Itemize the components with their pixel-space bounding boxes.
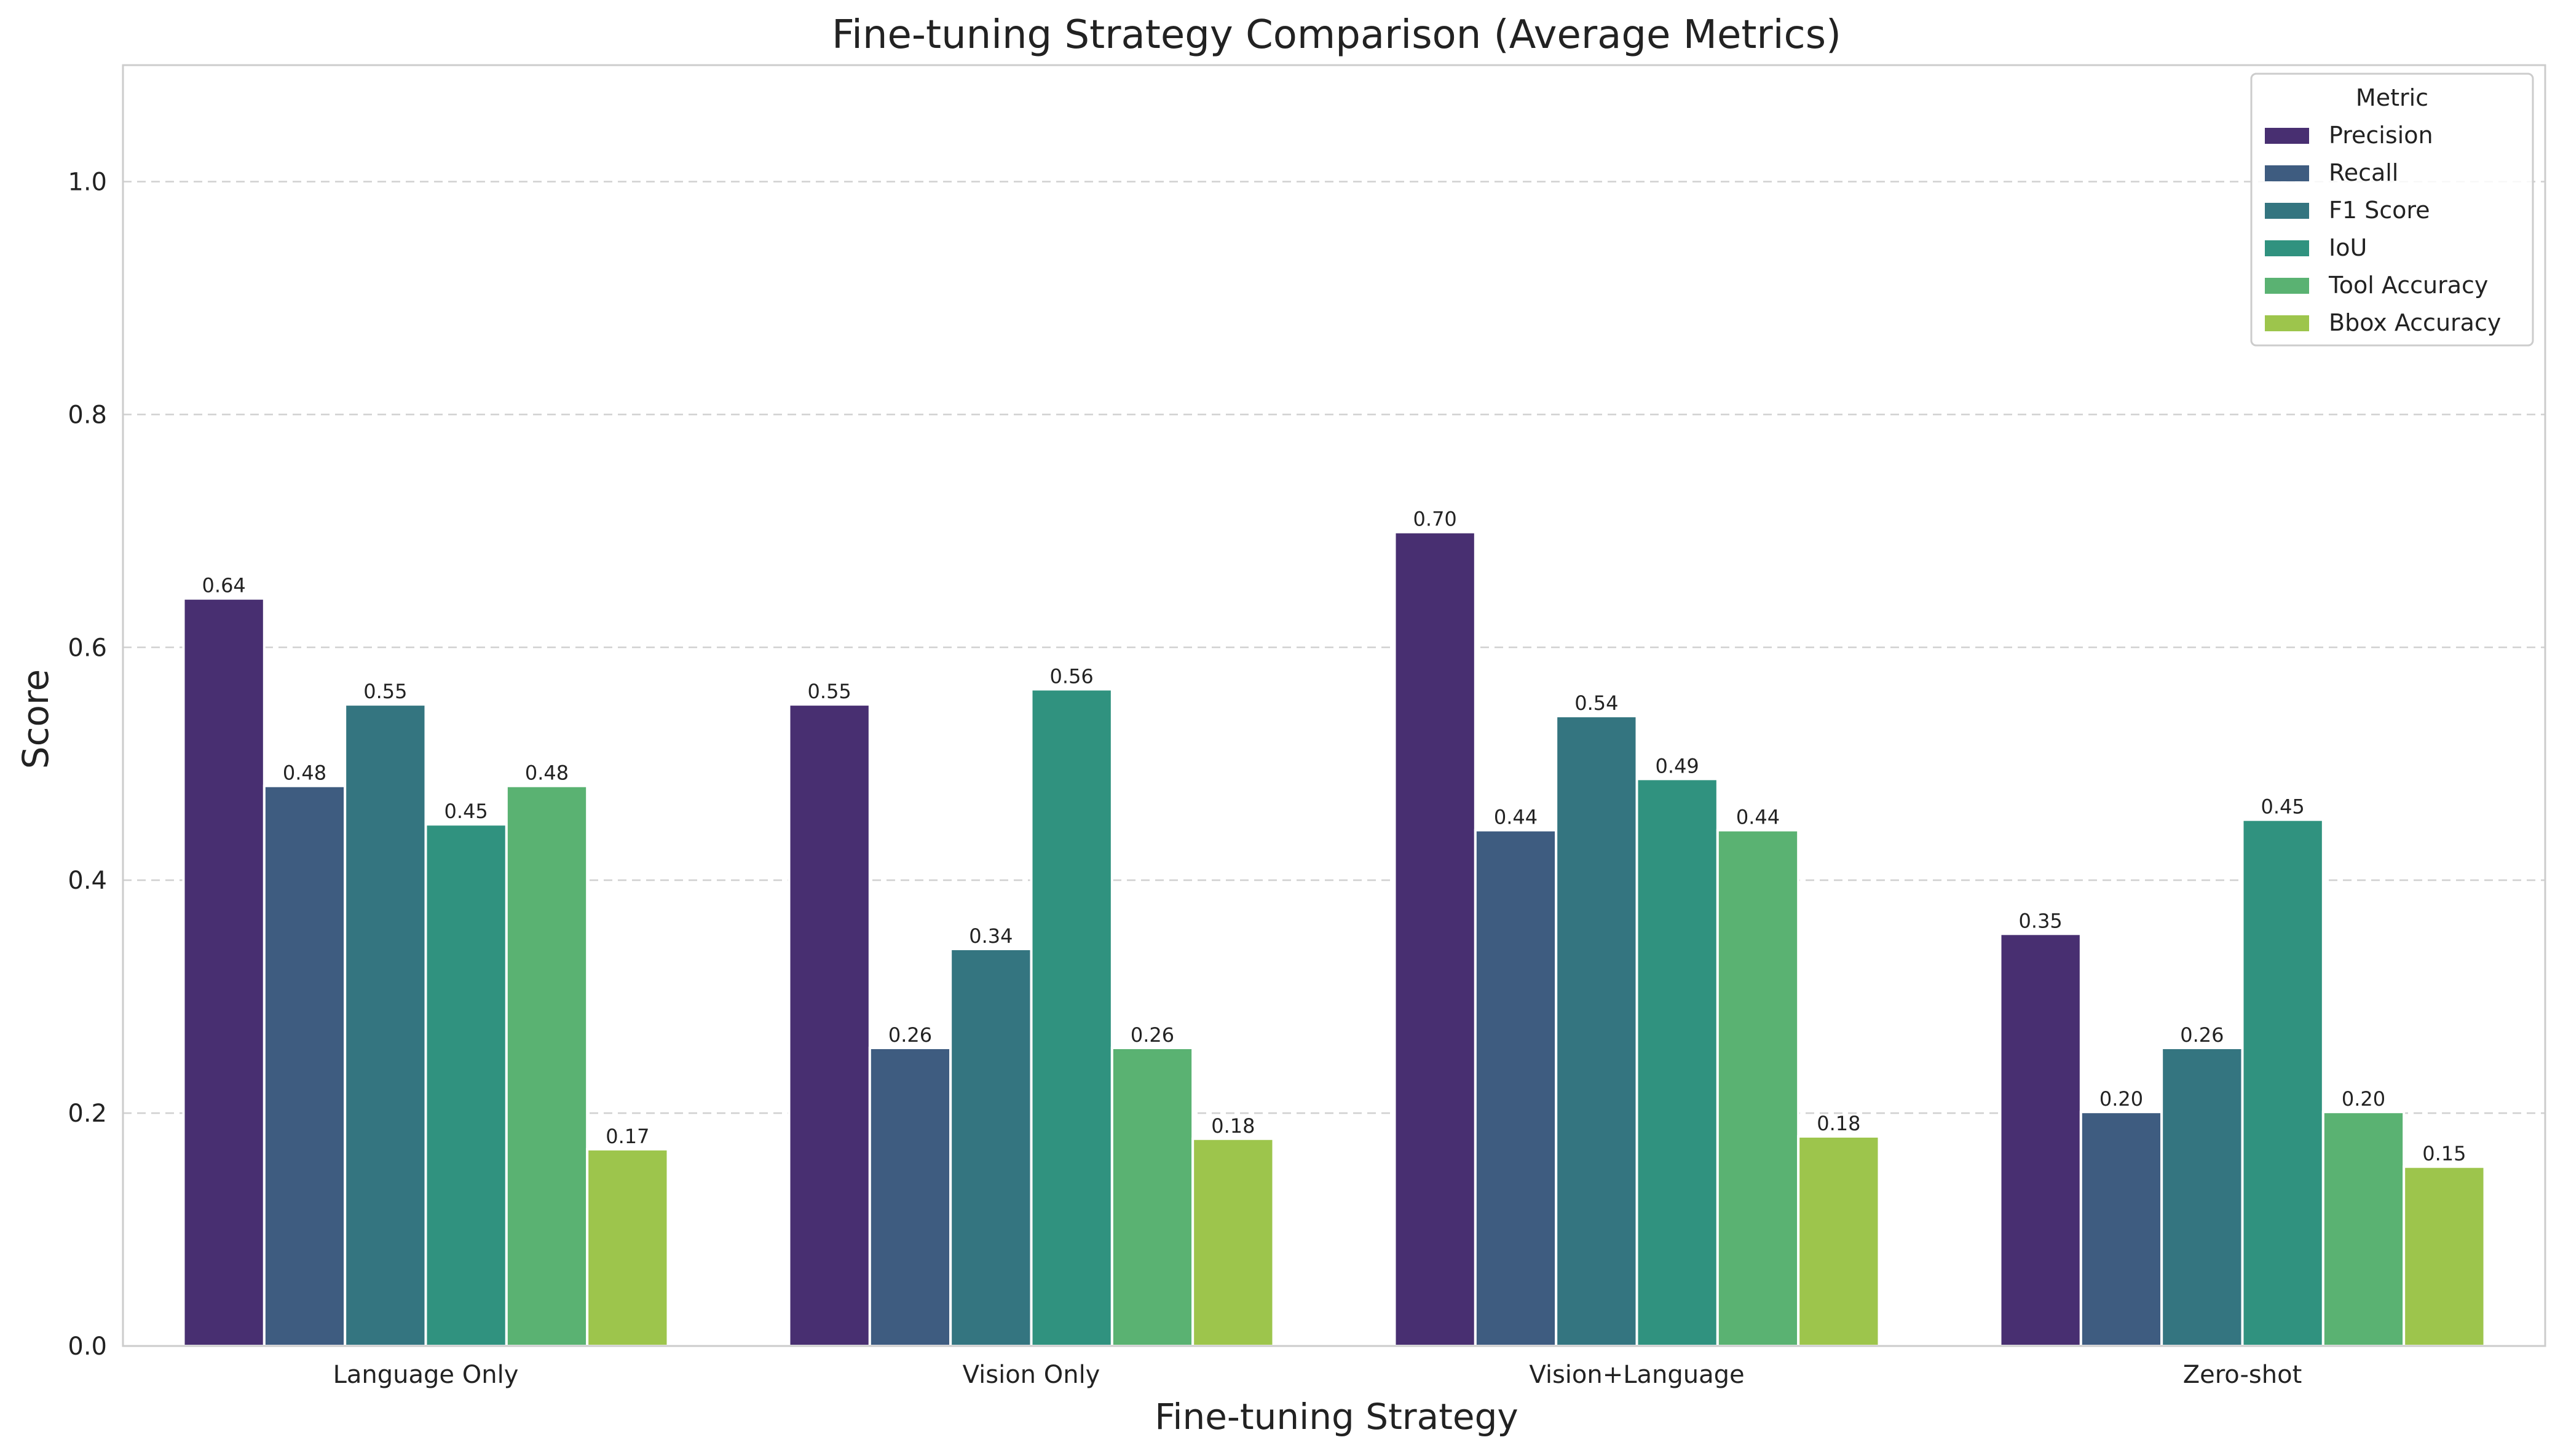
- data-label: 0.26: [2180, 1023, 2224, 1047]
- data-label: 0.15: [2422, 1142, 2466, 1165]
- bar-bbox-accuracy: [1797, 1135, 1881, 1347]
- y-axis-ticks: 0.0 0.2 0.4 0.6 0.8 1.0: [68, 168, 107, 1361]
- bar-iou: [424, 823, 508, 1347]
- data-label: 0.56: [1050, 664, 1094, 688]
- data-label: 0.18: [1211, 1114, 1255, 1138]
- y-axis-label: Score: [15, 669, 57, 769]
- data-label: 0.64: [202, 574, 246, 597]
- data-label: 0.55: [808, 680, 851, 703]
- data-labels: 0.64 0.48 0.55 0.45 0.48 0.17 0.55 0.26 0.34 0.56…: [202, 508, 2466, 1166]
- data-label: 0.70: [1413, 508, 1457, 531]
- bar-tool-accuracy: [1110, 1046, 1195, 1347]
- x-tick-label: Language Only: [333, 1361, 519, 1389]
- data-label: 0.45: [444, 800, 488, 823]
- bar-recall: [263, 784, 347, 1347]
- bar-precision: [788, 703, 871, 1347]
- legend-swatch: [2265, 165, 2309, 181]
- legend-entry: Bbox Accuracy: [2329, 309, 2501, 336]
- legend-swatch: [2265, 315, 2309, 331]
- data-label: 0.20: [2342, 1087, 2385, 1111]
- bar-tool-accuracy: [2321, 1111, 2406, 1348]
- legend-title: Metric: [2356, 84, 2428, 111]
- x-tick-label: Vision Only: [963, 1361, 1100, 1389]
- legend-entry: IoU: [2329, 234, 2367, 261]
- data-label: 0.55: [363, 680, 407, 703]
- legend-entry: Tool Accuracy: [2328, 272, 2488, 299]
- plot-frame: [122, 64, 2546, 1347]
- bar-f1-score: [2160, 1046, 2244, 1347]
- legend-entry: Precision: [2329, 122, 2433, 149]
- legend-swatch: [2265, 128, 2309, 144]
- bar-recall: [2079, 1111, 2163, 1348]
- data-label: 0.54: [1574, 691, 1618, 715]
- data-label: 0.17: [606, 1125, 649, 1148]
- legend-swatch: [2265, 278, 2309, 294]
- data-label: 0.48: [283, 761, 326, 785]
- data-label: 0.34: [969, 924, 1013, 948]
- x-tick-label: Zero-shot: [2183, 1361, 2302, 1389]
- data-label: 0.26: [1131, 1023, 1174, 1047]
- legend-swatch: [2265, 240, 2309, 256]
- data-label: 0.44: [1736, 806, 1780, 829]
- x-axis-label: Fine-tuning Strategy: [1155, 1396, 1518, 1438]
- y-tick-label: 0.8: [68, 401, 107, 429]
- legend: Metric Precision Recall F1 Score IoU Tool Ac…: [2250, 73, 2534, 347]
- data-label: 0.20: [2099, 1087, 2143, 1111]
- bar-precision: [1999, 932, 2082, 1347]
- bar-f1-score: [949, 947, 1033, 1347]
- bar-precision: [1393, 530, 1477, 1347]
- data-label: 0.49: [1656, 754, 1699, 777]
- bars: [182, 530, 2486, 1348]
- y-tick-label: 0.0: [68, 1332, 107, 1361]
- legend-entry: Recall: [2329, 159, 2398, 186]
- data-label: 0.18: [1817, 1112, 1860, 1135]
- data-label: 0.44: [1494, 806, 1538, 829]
- bar-bbox-accuracy: [586, 1147, 669, 1347]
- legend-box: [2250, 73, 2534, 347]
- y-tick-label: 0.2: [68, 1100, 107, 1128]
- bar-iou: [2241, 818, 2324, 1347]
- bar-bbox-accuracy: [2403, 1165, 2486, 1347]
- legend-swatch: [2265, 203, 2309, 219]
- bar-recall: [1474, 828, 1558, 1347]
- bar-recall: [868, 1046, 952, 1347]
- y-tick-label: 0.6: [68, 634, 107, 662]
- bar-f1-score: [1555, 715, 1638, 1347]
- bar-iou: [1030, 688, 1113, 1347]
- y-tick-label: 1.0: [68, 168, 107, 196]
- bar-precision: [182, 597, 266, 1348]
- y-tick-label: 0.4: [68, 867, 107, 895]
- data-label: 0.35: [2019, 909, 2063, 932]
- bar-iou: [1635, 777, 1719, 1347]
- legend-entry: F1 Score: [2329, 197, 2430, 224]
- chart-title: Fine-tuning Strategy Comparison (Average…: [832, 12, 1841, 58]
- x-axis-ticks: Language Only Vision Only Vision+Language Z…: [333, 1361, 2302, 1389]
- data-label: 0.48: [525, 761, 569, 785]
- bar-f1-score: [344, 703, 427, 1347]
- bar-bbox-accuracy: [1191, 1137, 1275, 1347]
- data-label: 0.26: [888, 1023, 932, 1047]
- bar-tool-accuracy: [505, 784, 589, 1347]
- bar-tool-accuracy: [1716, 828, 1800, 1347]
- x-tick-label: Vision+Language: [1529, 1361, 1744, 1389]
- data-label: 0.45: [2261, 795, 2305, 819]
